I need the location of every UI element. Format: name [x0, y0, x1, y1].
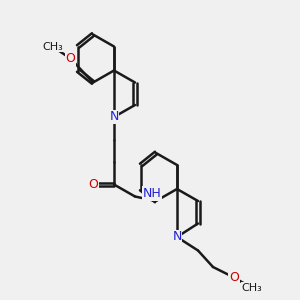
Text: N: N [172, 230, 182, 244]
Text: O: O [88, 178, 98, 191]
Text: CH₃: CH₃ [42, 41, 63, 52]
Text: NH: NH [142, 187, 161, 200]
Text: N: N [109, 110, 119, 124]
Text: O: O [66, 52, 75, 65]
Text: O: O [229, 271, 239, 284]
Text: CH₃: CH₃ [242, 283, 262, 293]
